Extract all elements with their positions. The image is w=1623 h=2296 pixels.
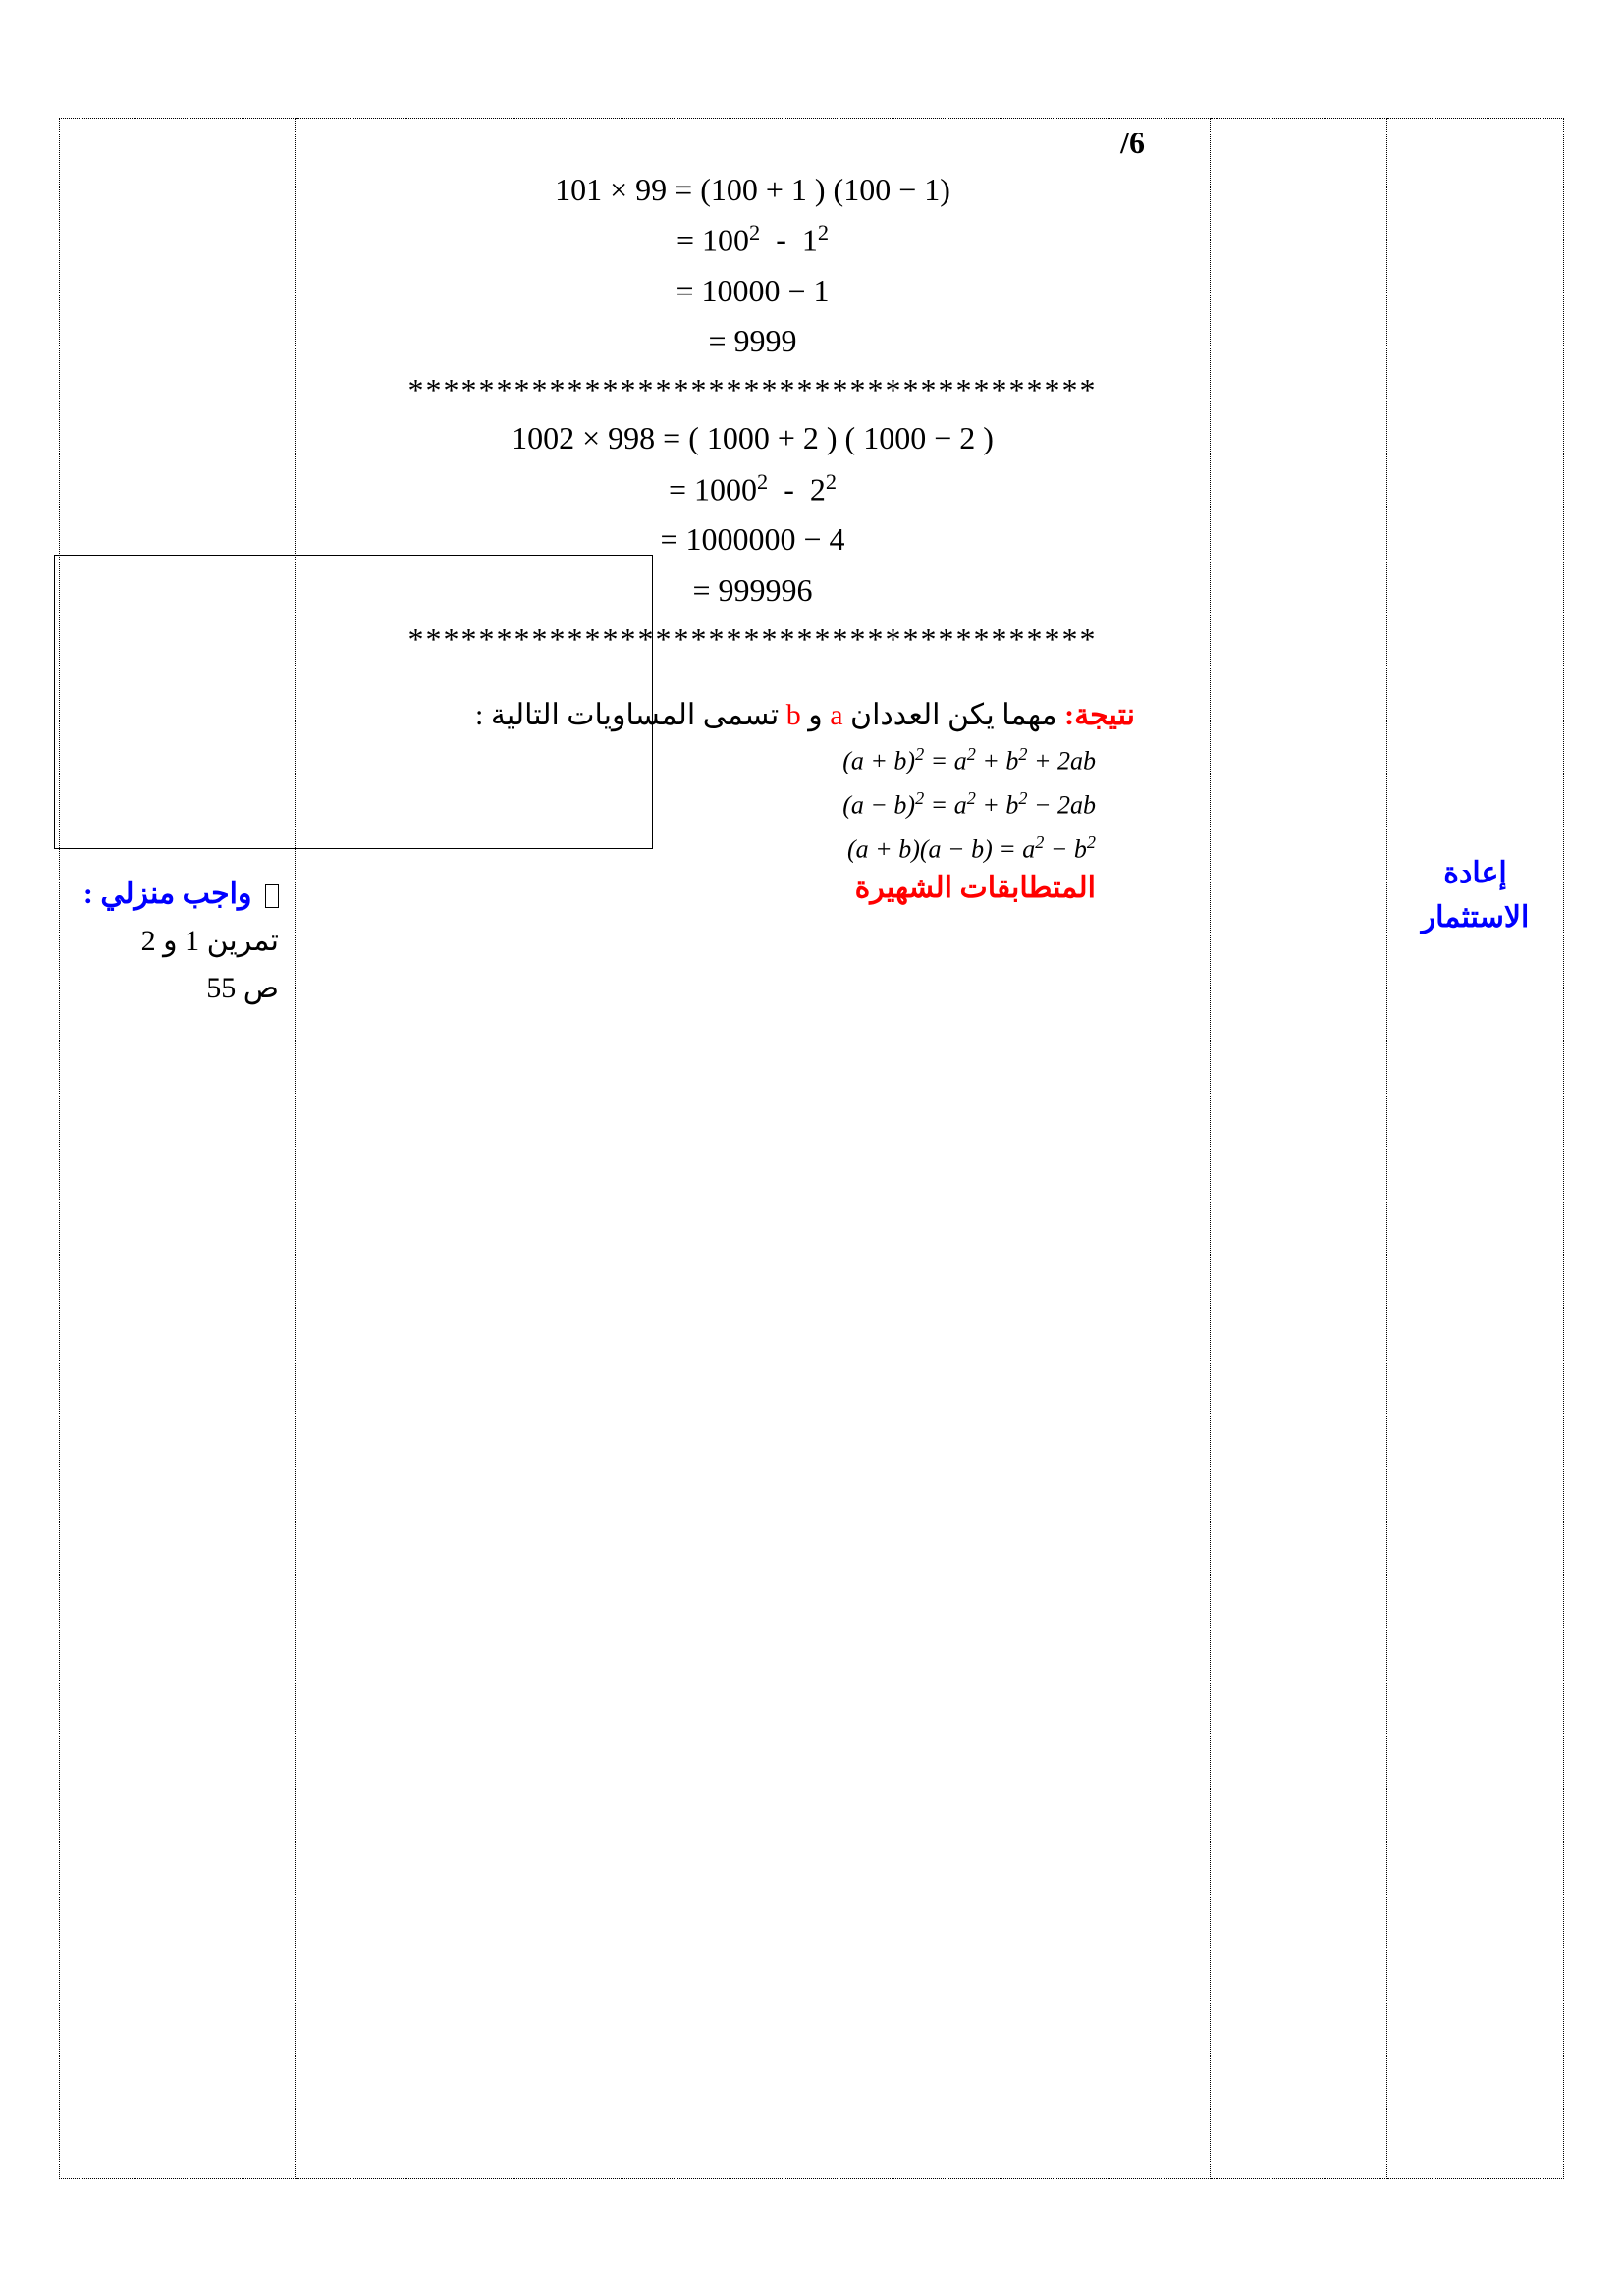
separator-1: *************************************** — [301, 366, 1204, 413]
lesson-table: واجب منزلي : تمرين 1 و 2 ص 55 /6 101 × 9… — [59, 118, 1564, 2179]
result-box-border — [54, 555, 653, 849]
right-column-label: إعادة الاستثمار — [1393, 125, 1557, 939]
homework-line2: ص 55 — [206, 972, 279, 1004]
eq1-line3: = 10000 − 1 — [301, 266, 1204, 316]
homework-line1: تمرين 1 و 2 — [141, 925, 279, 957]
right-line2: الاستثمار — [1422, 901, 1530, 934]
right-line1: إعادة — [1443, 857, 1506, 889]
square-marker-icon — [265, 884, 279, 908]
eq1-line1: 101 × 99 = (100 + 1 ) (100 − 1) — [301, 165, 1204, 215]
result-a: a — [830, 699, 842, 731]
eq1-line2: = 1002 - 12 — [301, 215, 1204, 266]
identities-label: المتطابقات الشهيرة — [301, 871, 1204, 905]
eq2-line2: = 10002 - 22 — [301, 464, 1204, 515]
center-column: /6 101 × 99 = (100 + 1 ) (100 − 1) = 100… — [296, 119, 1211, 2179]
eq2-line1: 1002 × 998 = ( 1000 + 2 ) ( 1000 − 2 ) — [301, 413, 1204, 463]
result-label: نتيجة: — [1064, 699, 1135, 731]
left-column: واجب منزلي : تمرين 1 و 2 ص 55 — [60, 119, 296, 2179]
eq1-line4: = 9999 — [301, 316, 1204, 366]
result-text1: مهما يكن العددان — [843, 699, 1057, 731]
page-container: واجب منزلي : تمرين 1 و 2 ص 55 /6 101 × 9… — [0, 0, 1623, 2296]
result-and: و — [801, 699, 823, 731]
result-b: b — [786, 699, 801, 731]
right-column: إعادة الاستثمار — [1387, 119, 1564, 2179]
mid-right-column — [1211, 119, 1387, 2179]
page-number: /6 — [301, 125, 1204, 161]
homework-title: واجب منزلي : — [83, 878, 252, 910]
